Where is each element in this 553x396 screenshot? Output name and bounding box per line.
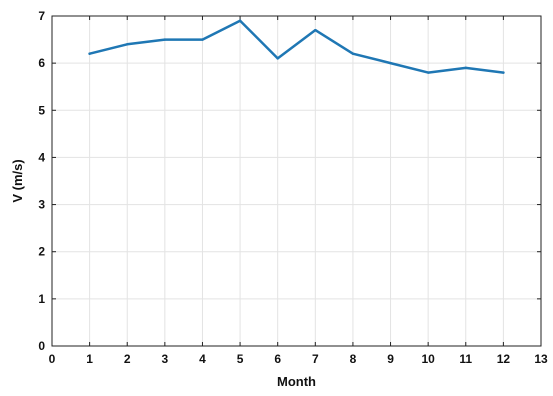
data-point xyxy=(88,52,91,55)
x-tick-label: 7 xyxy=(312,352,319,366)
series-line xyxy=(88,19,505,74)
x-tick-label: 0 xyxy=(49,352,56,366)
y-tick-label: 1 xyxy=(38,292,45,306)
x-tick-label: 10 xyxy=(421,352,435,366)
y-tick-label: 6 xyxy=(38,56,45,70)
data-point xyxy=(126,43,129,46)
grid-lines xyxy=(52,16,541,346)
data-point xyxy=(389,61,392,65)
y-tick-label: 5 xyxy=(38,103,45,117)
x-tick-label: 12 xyxy=(497,352,511,366)
x-axis-title: Month xyxy=(277,374,316,389)
x-tick-label: 6 xyxy=(274,352,281,366)
series-layer xyxy=(88,19,505,74)
y-tick-labels: 0 1 2 3 4 5 6 7 xyxy=(38,9,45,353)
x-tick-label: 3 xyxy=(162,352,169,366)
y-tick-label: 3 xyxy=(38,198,45,212)
x-tick-label: 2 xyxy=(124,352,131,366)
x-tick-label: 11 xyxy=(459,352,472,366)
y-tick-label: 2 xyxy=(38,245,45,259)
data-point xyxy=(238,19,242,22)
data-point xyxy=(426,71,430,74)
y-tick-label: 7 xyxy=(38,9,45,23)
axis-ticks xyxy=(51,15,542,347)
x-tick-labels: 0 1 2 3 4 5 6 7 8 9 10 11 12 13 xyxy=(49,352,548,366)
x-tick-label: 13 xyxy=(534,352,548,366)
data-point xyxy=(276,57,279,60)
data-point xyxy=(163,38,167,41)
data-point xyxy=(502,71,505,74)
plot-area-frame xyxy=(51,15,542,347)
x-tick-label: 8 xyxy=(350,352,357,366)
x-tick-label: 5 xyxy=(237,352,244,366)
x-tick-label: 9 xyxy=(387,352,394,366)
y-tick-label: 0 xyxy=(38,339,45,353)
data-point xyxy=(201,38,204,41)
y-axis-title: V (m/s) xyxy=(10,159,25,202)
data-point xyxy=(314,28,317,32)
x-tick-label: 1 xyxy=(86,352,93,366)
data-point xyxy=(351,52,355,55)
x-tick-label: 4 xyxy=(199,352,206,366)
data-point xyxy=(464,66,467,70)
y-tick-label: 4 xyxy=(38,150,45,164)
